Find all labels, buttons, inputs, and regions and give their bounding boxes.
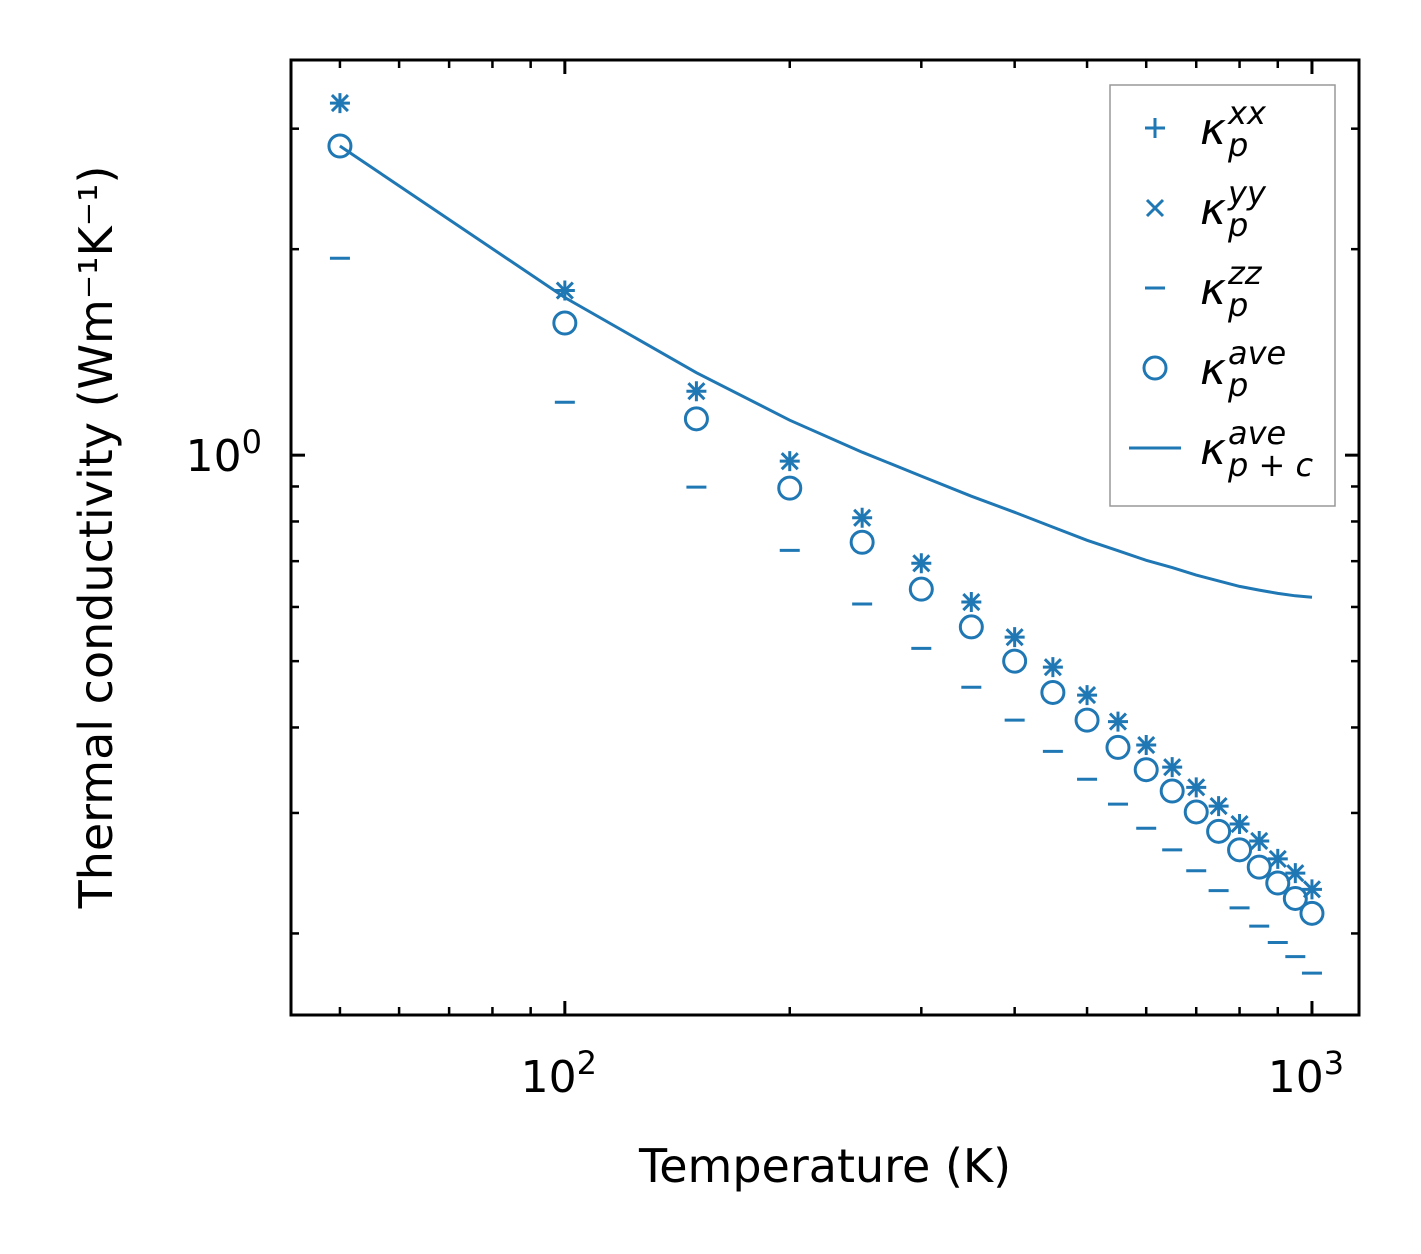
legend-superscript: ave xyxy=(1228,414,1286,452)
data-point xyxy=(1133,757,1159,783)
data-point xyxy=(1187,778,1206,797)
data-point xyxy=(552,310,578,336)
legend-subscript: p xyxy=(1227,206,1248,244)
legend-box xyxy=(1109,84,1336,507)
data-point xyxy=(1163,758,1182,777)
legend-subscript: p xyxy=(1227,126,1248,164)
data-point xyxy=(1268,849,1287,868)
x-tick-label: 102 xyxy=(521,1044,597,1103)
series-line xyxy=(339,144,1313,599)
data-point xyxy=(1227,837,1253,863)
data-point xyxy=(777,475,803,501)
legend-subscript: p xyxy=(1227,366,1248,404)
legend-marker xyxy=(1145,118,1165,138)
legend-subscript: p + c xyxy=(1227,446,1313,484)
data-point xyxy=(1040,679,1066,705)
x-tick-label: 103 xyxy=(1268,1044,1344,1103)
data-point xyxy=(1137,735,1156,755)
data-point xyxy=(1105,734,1131,760)
series-kappa-p-zz xyxy=(329,256,1322,975)
legend-superscript: yy xyxy=(1227,174,1267,212)
legend-label: κ xyxy=(1200,104,1226,155)
data-point xyxy=(1043,658,1062,677)
data-point xyxy=(780,452,799,471)
data-point xyxy=(683,406,709,432)
data-point xyxy=(1246,854,1272,880)
data-point xyxy=(1005,628,1024,647)
legend-entry: κ yyp xyxy=(1145,174,1267,244)
data-point xyxy=(912,554,931,573)
legend-subscript: p xyxy=(1227,286,1248,324)
series-kappa-p-ave xyxy=(327,133,1325,926)
data-point xyxy=(1074,707,1100,733)
data-point xyxy=(1265,870,1291,896)
data-point xyxy=(687,382,706,401)
legend-superscript: xx xyxy=(1227,94,1267,132)
series-kappa-p-c-ave xyxy=(339,144,1313,599)
data-point xyxy=(1286,864,1305,883)
data-point xyxy=(1299,900,1325,926)
y-axis-label: Thermal conductivity (Wm⁻¹K⁻¹) xyxy=(69,166,123,910)
data-point xyxy=(1282,885,1308,911)
legend-superscript: ave xyxy=(1228,334,1286,372)
data-point xyxy=(962,592,981,612)
legend-marker xyxy=(1142,355,1168,381)
data-marks xyxy=(327,93,1325,975)
x-tick-labels: 102 103 xyxy=(521,1044,1344,1103)
data-point xyxy=(1002,648,1028,674)
legend-entry: κ xxp xyxy=(1145,94,1267,164)
y-tick-label: 100 xyxy=(186,423,262,482)
legend-label: κ xyxy=(1200,344,1226,395)
legend-superscript: zz xyxy=(1227,254,1263,292)
data-point xyxy=(1159,778,1185,804)
legend-marker xyxy=(1145,198,1165,218)
data-point xyxy=(330,94,349,113)
data-point xyxy=(908,576,934,602)
plot-frame xyxy=(289,58,1361,1017)
legend-label: κ xyxy=(1200,184,1226,235)
data-point xyxy=(1183,799,1209,825)
y-tick-labels: 100 xyxy=(186,423,262,482)
data-point xyxy=(1250,831,1269,851)
data-point xyxy=(1206,818,1232,844)
x-axis-label: Temperature (K) xyxy=(638,1139,1011,1193)
data-point xyxy=(958,614,984,640)
data-point xyxy=(1108,712,1128,731)
data-point xyxy=(1209,797,1228,816)
data-point xyxy=(1077,686,1097,705)
legend-entry: κ zzp xyxy=(1145,254,1263,324)
data-point xyxy=(849,529,875,555)
data-point xyxy=(555,281,574,300)
legend-label: κ xyxy=(1200,424,1226,475)
series-kappa-p-yy xyxy=(330,94,1322,899)
data-point xyxy=(1230,814,1249,834)
legend-label: κ xyxy=(1200,264,1226,315)
data-point xyxy=(853,508,872,527)
data-point xyxy=(327,133,353,159)
